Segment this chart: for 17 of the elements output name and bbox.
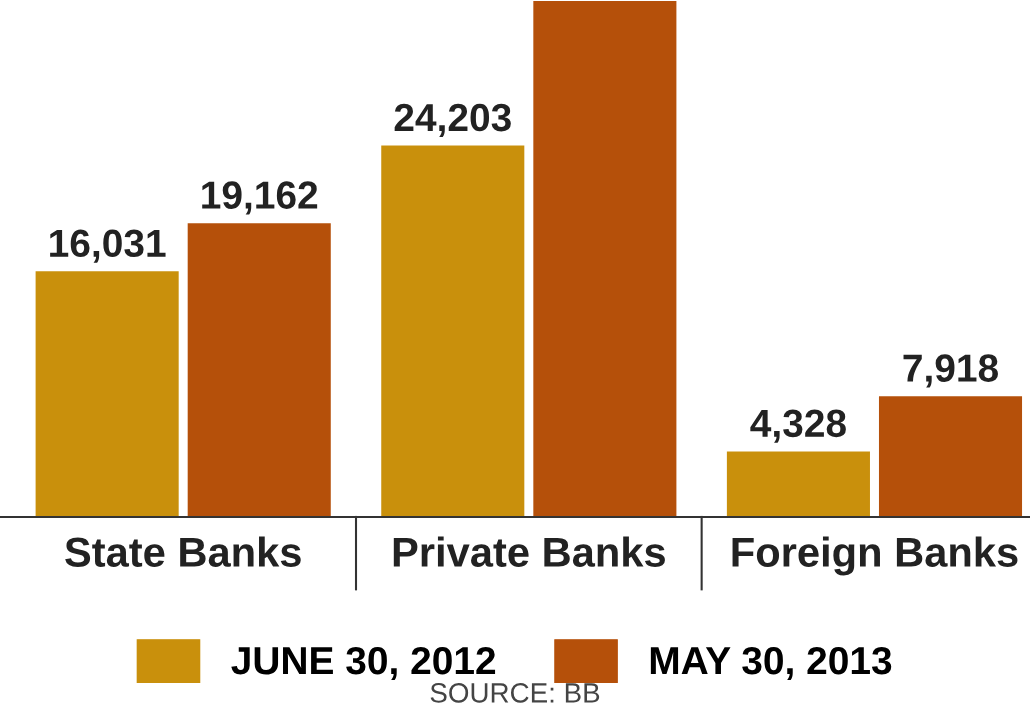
x-tick-label: Foreign Banks: [732, 536, 1018, 576]
x-tick-label: Private Banks: [393, 536, 665, 568]
data-label: 16,031: [50, 229, 166, 263]
bar: [379, 143, 527, 517]
data-label: 19,162: [202, 181, 318, 215]
source-note: SOURCE: BB: [430, 683, 600, 703]
data-label: 24,203: [394, 103, 511, 137]
bar: [33, 269, 181, 517]
bar: [531, 0, 679, 517]
bar: [185, 221, 333, 517]
legend-label: JUNE 30, 2012: [231, 646, 496, 681]
bar: [724, 449, 873, 517]
data-label: 4,328: [750, 409, 846, 443]
data-label: 7,918: [903, 354, 998, 388]
bar: [876, 394, 1025, 517]
legend-label: MAY 30, 2013: [650, 646, 892, 681]
x-tick-label: State Banks: [65, 536, 301, 568]
